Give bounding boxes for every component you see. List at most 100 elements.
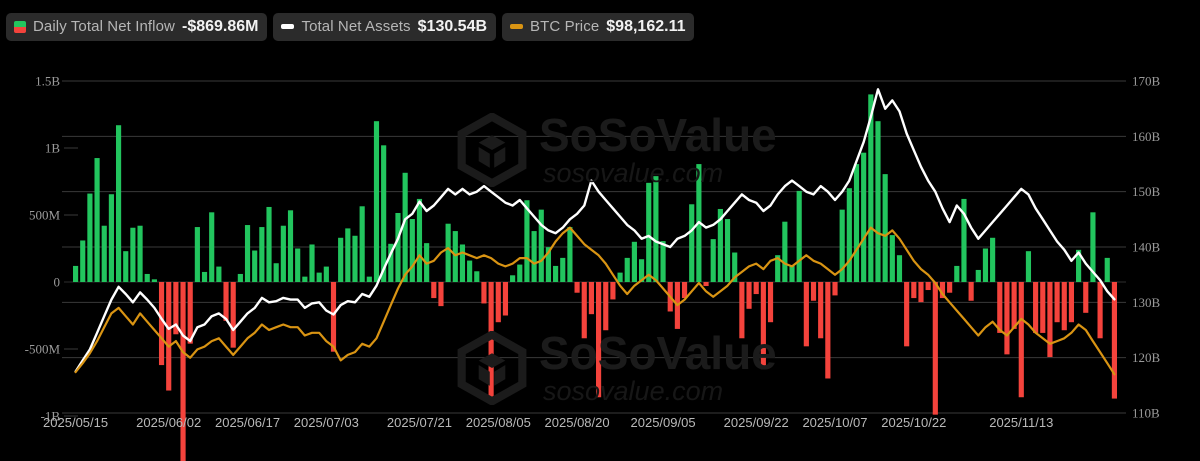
bar-21[interactable] [223, 282, 229, 321]
bar-44[interactable] [388, 243, 394, 282]
bar-138[interactable] [1061, 282, 1067, 331]
bar-41[interactable] [366, 276, 372, 282]
bar-127[interactable] [982, 248, 989, 283]
bar-68[interactable] [560, 257, 566, 282]
bar-38[interactable] [345, 228, 351, 282]
bar-77[interactable] [624, 257, 630, 282]
bar-69[interactable] [567, 227, 573, 282]
bar-95[interactable] [753, 282, 759, 295]
bar-26[interactable] [259, 227, 265, 282]
bar-129[interactable] [997, 282, 1003, 333]
bar-128[interactable] [990, 237, 996, 282]
bar-60[interactable] [502, 282, 509, 316]
bar-121[interactable] [939, 282, 946, 299]
bar-99[interactable] [782, 221, 788, 282]
bar-74[interactable] [603, 282, 609, 331]
bar-136[interactable] [1047, 282, 1053, 358]
bar-135[interactable] [1040, 282, 1046, 333]
bar-110[interactable] [861, 152, 867, 282]
bar-70[interactable] [574, 282, 580, 293]
bar-102[interactable] [803, 282, 809, 347]
bar-112[interactable] [875, 121, 881, 282]
bar-100[interactable] [789, 265, 795, 282]
bar-92[interactable] [732, 252, 738, 282]
bar-34[interactable] [316, 272, 322, 282]
bar-29[interactable] [280, 225, 286, 282]
bar-114[interactable] [889, 235, 895, 282]
bar-22[interactable] [230, 282, 236, 348]
bar-5[interactable] [108, 194, 114, 282]
legend-item-daily-total-net-inflow[interactable]: Daily Total Net Inflow -$869.86M [6, 13, 268, 41]
bar-140[interactable] [1076, 249, 1082, 282]
bar-56[interactable] [474, 271, 480, 282]
bar-86[interactable] [689, 204, 695, 282]
bar-45[interactable] [395, 212, 401, 282]
bar-120[interactable] [932, 282, 938, 415]
bar-35[interactable] [323, 266, 329, 282]
bar-58[interactable] [488, 282, 494, 402]
bar-111[interactable] [868, 94, 874, 283]
bar-119[interactable] [925, 282, 931, 291]
bar-88[interactable] [703, 282, 709, 287]
bar-94[interactable] [746, 282, 752, 309]
bar-101[interactable] [796, 190, 802, 282]
bar-141[interactable] [1083, 282, 1089, 313]
bar-144[interactable] [1104, 257, 1110, 282]
bar-91[interactable] [724, 219, 731, 282]
bar-133[interactable] [1025, 251, 1032, 282]
bar-132[interactable] [1018, 282, 1024, 398]
bar-3[interactable] [94, 158, 100, 282]
bar-137[interactable] [1054, 282, 1060, 323]
bar-32[interactable] [302, 276, 308, 282]
bar-33[interactable] [309, 244, 315, 282]
bar-117[interactable] [911, 282, 917, 299]
bar-2[interactable] [87, 193, 93, 282]
bar-145[interactable] [1111, 282, 1117, 399]
bar-36[interactable] [330, 282, 337, 352]
bar-62[interactable] [517, 264, 523, 282]
bar-143[interactable] [1097, 282, 1103, 339]
bar-109[interactable] [853, 164, 860, 282]
bar-63[interactable] [524, 200, 530, 282]
bar-4[interactable] [101, 225, 107, 282]
bar-40[interactable] [359, 206, 365, 282]
bar-19[interactable] [209, 212, 215, 282]
bar-142[interactable] [1090, 212, 1096, 282]
bar-42[interactable] [373, 121, 380, 282]
bar-80[interactable] [646, 182, 652, 282]
bar-17[interactable] [194, 227, 200, 282]
bar-61[interactable] [510, 275, 516, 282]
bar-20[interactable] [216, 266, 222, 282]
bar-124[interactable] [961, 198, 967, 282]
bar-72[interactable] [588, 282, 594, 315]
bar-126[interactable] [975, 269, 981, 282]
bar-71[interactable] [581, 282, 587, 339]
bar-59[interactable] [495, 282, 501, 323]
bar-82[interactable] [660, 241, 666, 282]
bar-67[interactable] [553, 265, 559, 282]
bar-64[interactable] [531, 231, 537, 282]
bar-23[interactable] [237, 273, 243, 282]
bar-78[interactable] [631, 241, 637, 282]
bar-52[interactable] [445, 223, 451, 282]
bar-134[interactable] [1033, 282, 1039, 333]
bar-108[interactable] [846, 188, 852, 282]
bar-65[interactable] [538, 209, 544, 282]
bar-28[interactable] [273, 263, 279, 282]
bar-43[interactable] [381, 145, 387, 282]
bar-85[interactable] [681, 282, 688, 299]
bar-12[interactable] [158, 282, 165, 366]
bar-30[interactable] [287, 210, 294, 282]
bar-125[interactable] [968, 282, 974, 301]
bar-57[interactable] [481, 282, 487, 304]
bar-81[interactable] [653, 176, 659, 282]
bar-48[interactable] [416, 198, 423, 282]
bar-27[interactable] [266, 206, 272, 282]
bar-118[interactable] [918, 282, 924, 303]
bar-123[interactable] [954, 265, 960, 282]
bar-73[interactable] [596, 282, 602, 398]
bar-13[interactable] [166, 282, 172, 391]
bar-115[interactable] [896, 255, 903, 282]
bar-37[interactable] [338, 237, 344, 282]
bar-55[interactable] [467, 260, 473, 282]
